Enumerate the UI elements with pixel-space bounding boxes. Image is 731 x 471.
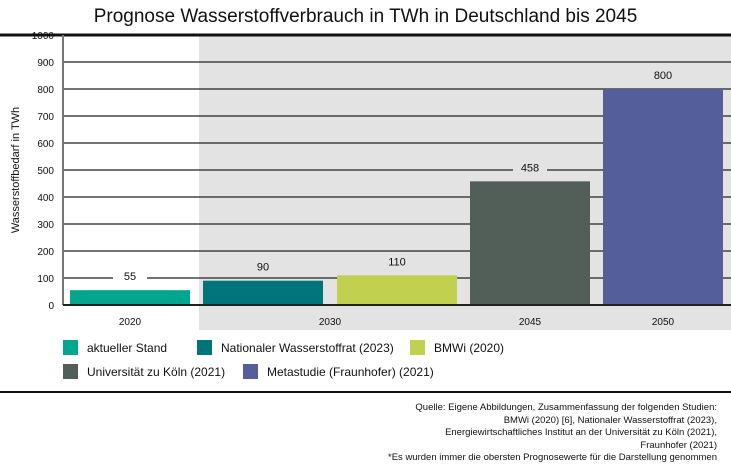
x-tick-label: 2045 [519,317,542,328]
legend-item: Universität zu Köln (2021) [63,364,225,379]
bar [203,280,323,305]
y-tick-label: 500 [37,166,54,177]
divider [0,391,731,393]
y-tick-label: 400 [37,193,54,204]
data-label: 800 [654,70,672,82]
footnote: *Es wurden immer die obersten Prognosewe… [388,452,717,463]
y-tick-label: 300 [37,220,54,231]
data-label-background [646,68,680,82]
legend-swatch [243,364,258,379]
legend-item: BMWi (2020) [410,340,504,355]
data-label-background [113,269,147,284]
source-line: Fraunhofer (2021) [640,439,717,451]
legend-label: Metastudie (Fraunhofer) (2021) [267,364,434,379]
x-tick-label: 2020 [119,317,142,328]
legend-item: Nationaler Wasserstoffrat (2023) [197,340,394,355]
legend-label: Universität zu Köln (2021) [87,364,226,379]
legend-swatch [410,340,425,355]
bar [70,290,190,305]
data-label-background [246,259,280,274]
legend-label: Nationaler Wasserstoffrat (2023) [221,340,394,355]
bar-chart: 0 100 200 300 400 500 600 700 800 900 1000 Wasserst… [0,31,731,330]
y-tick-label: 0 [48,301,54,312]
x-tick-label: 2030 [319,317,342,328]
source-line: Energiewirtschaftliches Institut an der … [445,427,717,438]
data-label: 110 [388,256,406,268]
legend-item: Metastudie (Fraunhofer) (2021) [243,364,434,379]
data-label: 90 [257,262,269,274]
y-tick-label: 200 [37,247,54,258]
bar [603,89,723,305]
data-label-background [513,160,547,175]
y-tick-label: 100 [37,274,54,285]
source-line: BMWi (2020) [6], Nationaler Wasserstoffr… [503,414,717,426]
legend-swatch [63,364,78,379]
y-tick-label: 900 [37,58,54,69]
chart-title: Prognose Wasserstoffverbrauch in TWh in … [93,6,638,27]
x-tick-label: 2050 [652,317,675,328]
data-label: 55 [124,271,136,283]
data-label-background [380,254,414,269]
data-label: 458 [521,162,539,174]
y-axis-label: Wasserstoffbedarf in TWh [10,107,22,233]
legend-label: BMWi (2020) [434,340,505,355]
source-note: Quelle: Eigene Abbildungen, Zusammenfass… [388,402,717,465]
y-tick-label: 700 [37,112,54,123]
legend-swatch [197,340,212,355]
legend-item: aktueller Stand [63,340,167,355]
legend-swatch [63,340,78,355]
bar [470,181,590,305]
source-line: Quelle: Eigene Abbildungen, Zusammenfass… [415,402,717,413]
y-tick-label: 800 [37,85,54,96]
y-tick-label: 600 [37,139,54,150]
bar [337,275,457,305]
legend-label: aktueller Stand [87,340,168,355]
y-tick-label: 1000 [32,31,55,42]
